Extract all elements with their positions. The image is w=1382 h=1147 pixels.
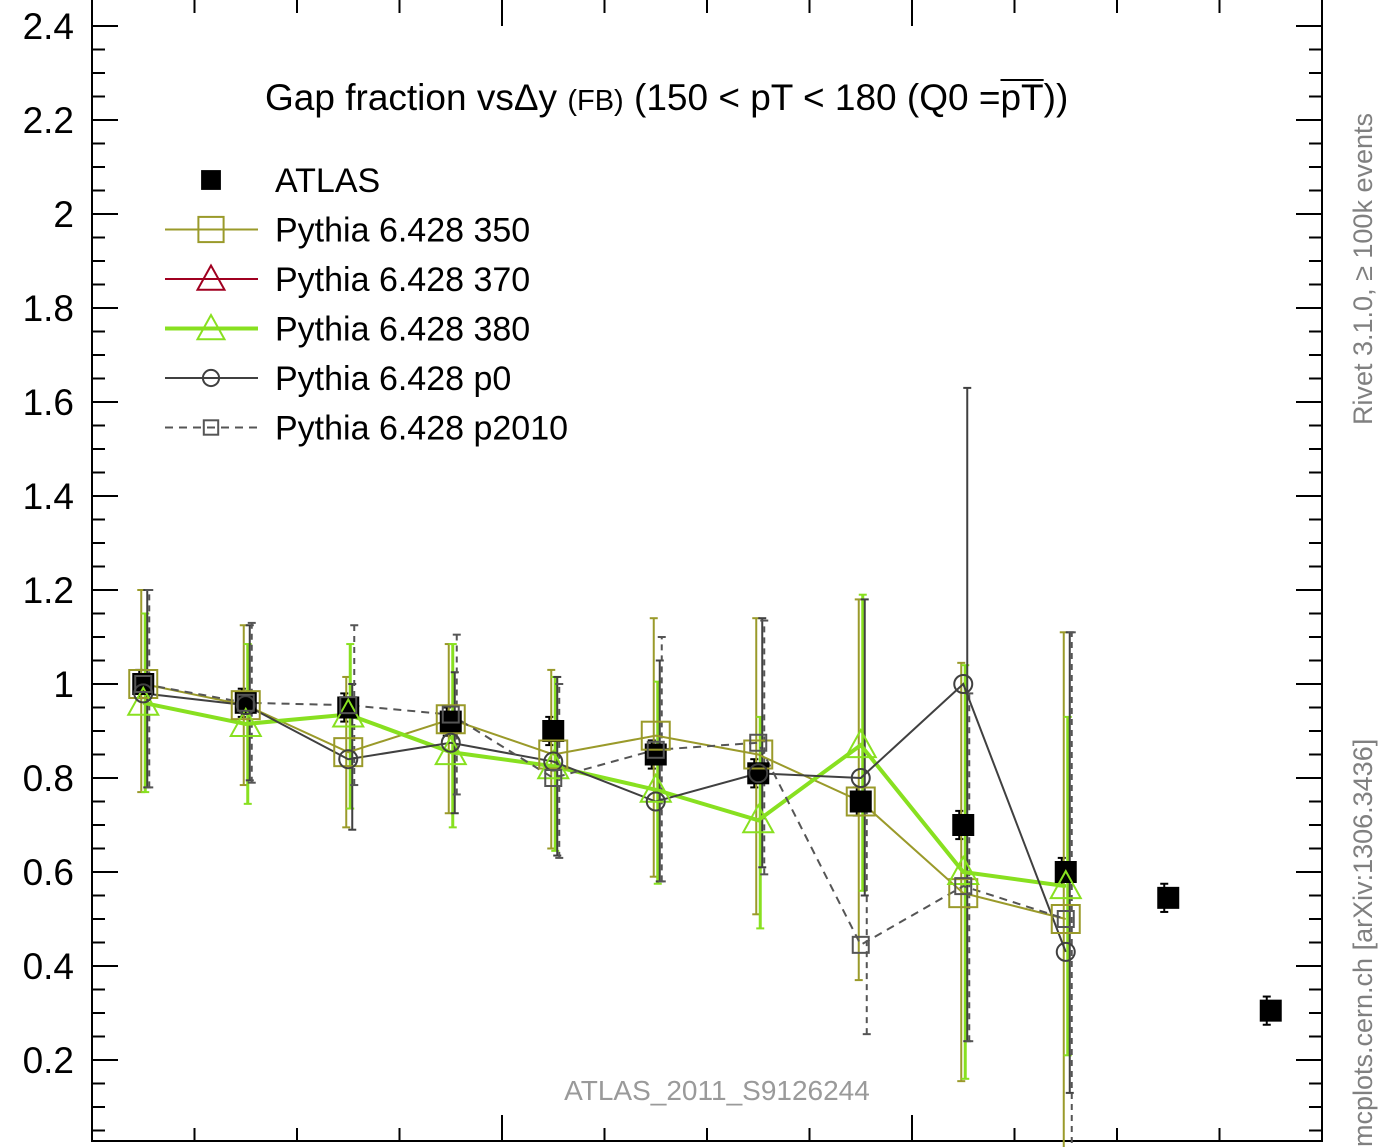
y-tick-label: 2.2 <box>23 100 74 141</box>
series-line-pythia-6-428-p2010 <box>143 683 1067 947</box>
data-point-atlas <box>747 762 770 785</box>
legend-marker-pythia-6-428-p0 <box>201 368 221 388</box>
legend-label-pythia-6-428-p0: Pythia 6.428 p0 <box>275 360 511 398</box>
series-line-pythia-6-428-350 <box>143 683 1066 920</box>
data-point-pythia-6-428-p2010 <box>339 696 358 715</box>
data-point-pythia-6-428-380 <box>126 685 160 716</box>
data-point-pythia-6-428-350 <box>333 737 364 768</box>
data-point-pythia-6-428-380 <box>741 803 775 834</box>
watermark-label: ATLAS_2011_S9126244 <box>564 1075 870 1106</box>
data-point-pythia-6-428-350 <box>230 690 261 721</box>
y-tick-label: 1.4 <box>23 476 74 517</box>
data-point-pythia-6-428-350 <box>640 720 671 751</box>
data-point-pythia-6-428-p0 <box>1055 941 1076 962</box>
data-point-pythia-6-428-p0 <box>440 732 461 753</box>
data-point-pythia-6-428-350 <box>948 878 979 909</box>
series-line-pythia-6-428-380 <box>142 700 1067 889</box>
data-point-pythia-6-428-380 <box>946 854 980 885</box>
legend-label-pythia-6-428-370: Pythia 6.428 370 <box>275 261 530 299</box>
legend-marker-atlas <box>201 170 221 190</box>
y-tick-label: 1.6 <box>23 382 74 423</box>
y-tick-label: 2.4 <box>23 6 74 47</box>
chart-title-main: Gap fraction vs <box>265 77 514 118</box>
chart-title-close: )) <box>1044 77 1069 118</box>
legend-label-atlas: ATLAS <box>275 162 380 200</box>
series-line-pythia-6-428-p0 <box>143 682 1067 953</box>
data-point-pythia-6-428-380 <box>1049 869 1083 900</box>
chart-title-range: (150 < pT < 180 (Q0 = <box>634 77 1000 118</box>
data-point-pythia-6-428-380 <box>639 772 673 803</box>
data-point-atlas <box>1157 886 1180 909</box>
data-point-pythia-6-428-350 <box>1050 904 1081 934</box>
data-point-pythia-6-428-350 <box>128 669 159 699</box>
y-tick-label: 1.8 <box>23 288 74 329</box>
data-point-pythia-6-428-p0 <box>748 763 769 784</box>
data-point-pythia-6-428-380 <box>434 735 468 766</box>
y-tick-label: 1 <box>53 664 74 705</box>
rivet-version-label: Rivet 3.1.0, ≥ 100k events <box>1348 113 1378 425</box>
legend-label-pythia-6-428-350: Pythia 6.428 350 <box>275 212 530 250</box>
data-point-pythia-6-428-p2010 <box>646 740 665 759</box>
data-point-atlas <box>952 814 975 836</box>
data-point-pythia-6-428-350 <box>743 739 774 770</box>
data-point-pythia-6-428-p2010 <box>134 675 153 693</box>
data-point-pythia-6-428-380 <box>844 728 878 759</box>
data-point-pythia-6-428-p0 <box>953 674 974 694</box>
chart-title-bar-text: pT <box>1000 77 1043 118</box>
legend-marker-pythia-6-428-350 <box>197 215 225 244</box>
y-tick-label: 0.4 <box>23 946 74 987</box>
chart-title-small: (FB) <box>567 85 623 117</box>
legend-label-pythia-6-428-p2010: Pythia 6.428 p2010 <box>275 410 568 448</box>
legend-label-pythia-6-428-380: Pythia 6.428 380 <box>275 311 530 349</box>
data-point-pythia-6-428-p0 <box>645 791 666 812</box>
data-point-atlas <box>1259 999 1282 1022</box>
y-tick-label: 1.2 <box>23 570 74 611</box>
data-point-atlas <box>542 720 565 742</box>
y-tick-label: 0.2 <box>23 1040 74 1081</box>
y-tick-label: 0.6 <box>23 852 74 893</box>
data-point-pythia-6-428-p2010 <box>851 935 870 954</box>
data-point-pythia-6-428-p2010 <box>1056 910 1075 928</box>
chart-title: Gap fraction vsΔy (FB) (150 < pT < 180 (… <box>265 77 1068 118</box>
data-point-pythia-6-428-p0 <box>338 749 359 770</box>
data-point-pythia-6-428-p2010 <box>441 705 460 724</box>
y-tick-label: 2 <box>53 194 74 235</box>
data-point-atlas <box>849 790 872 813</box>
data-point-pythia-6-428-p0 <box>850 768 871 788</box>
legend-marker-pythia-6-428-380 <box>195 312 227 341</box>
data-point-pythia-6-428-350 <box>538 739 569 770</box>
data-point-pythia-6-428-p2010 <box>954 877 973 896</box>
data-point-pythia-6-428-p2010 <box>236 693 255 712</box>
y-tick-label: 0.8 <box>23 758 74 799</box>
mcplots-reference-label: mcplots.cern.ch [arXiv:1306.3436] <box>1348 738 1378 1147</box>
data-point-pythia-6-428-380 <box>229 706 263 737</box>
chart-title-symbol: Δy <box>514 77 558 118</box>
data-point-pythia-6-428-p0 <box>133 683 154 704</box>
data-point-pythia-6-428-p2010 <box>749 733 768 752</box>
legend-marker-pythia-6-428-p2010 <box>202 419 220 436</box>
data-point-pythia-6-428-p2010 <box>544 769 563 787</box>
legend-marker-pythia-6-428-370 <box>195 263 227 291</box>
